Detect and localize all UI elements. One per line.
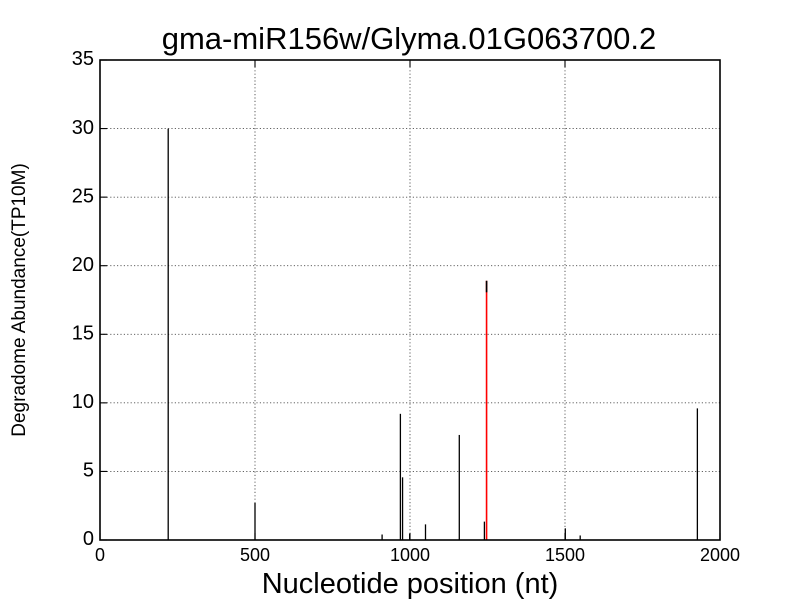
svg-text:25: 25 — [72, 186, 94, 208]
svg-text:20: 20 — [72, 254, 94, 276]
svg-text:1000: 1000 — [390, 545, 430, 565]
svg-text:10: 10 — [72, 391, 94, 413]
svg-text:2000: 2000 — [700, 545, 740, 565]
svg-text:0: 0 — [83, 528, 94, 550]
svg-text:Degradome Abundance(TP10M): Degradome Abundance(TP10M) — [9, 163, 30, 437]
svg-text:15: 15 — [72, 323, 94, 345]
svg-text:35: 35 — [72, 48, 94, 70]
svg-text:1500: 1500 — [545, 545, 585, 565]
svg-text:gma-miR156w/Glyma.01G063700.2: gma-miR156w/Glyma.01G063700.2 — [162, 21, 657, 56]
svg-text:0: 0 — [95, 545, 105, 565]
svg-text:500: 500 — [240, 545, 270, 565]
svg-text:30: 30 — [72, 117, 94, 139]
svg-text:Nucleotide position (nt): Nucleotide position (nt) — [262, 568, 559, 600]
svg-text:5: 5 — [83, 460, 94, 482]
